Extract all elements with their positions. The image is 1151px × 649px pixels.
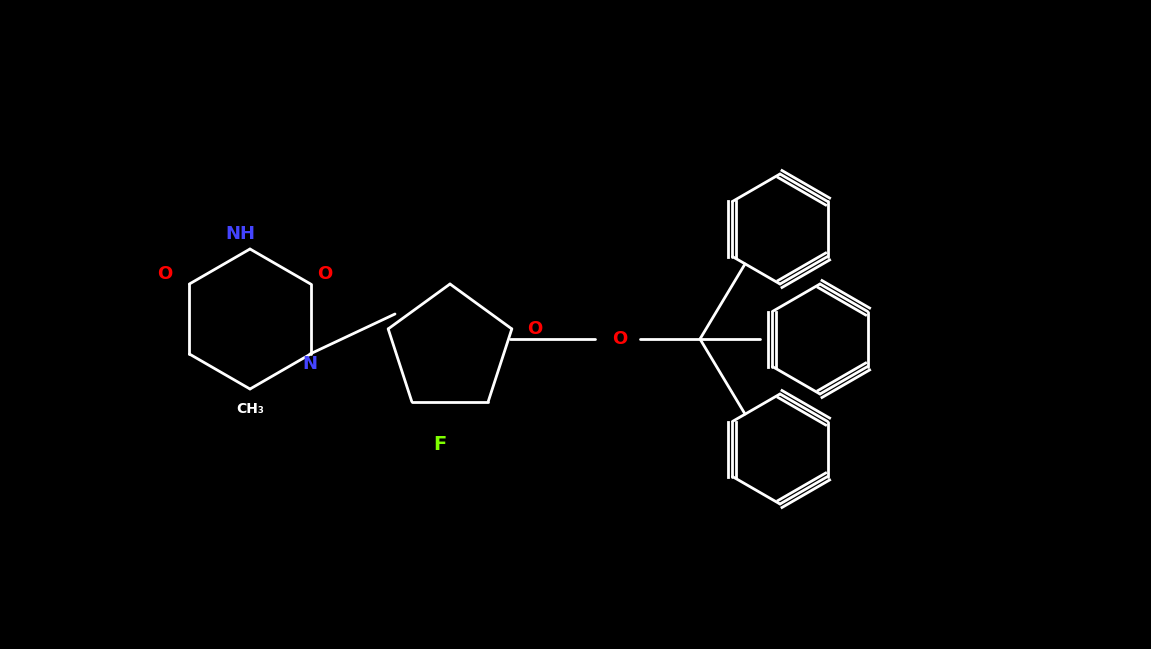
Text: O: O [612,330,627,348]
Text: CH₃: CH₃ [236,402,264,416]
Text: O: O [158,265,173,283]
Text: O: O [527,320,542,338]
Text: N: N [303,355,318,373]
Text: F: F [434,434,447,454]
Text: NH: NH [224,225,256,243]
Text: O: O [318,265,333,283]
